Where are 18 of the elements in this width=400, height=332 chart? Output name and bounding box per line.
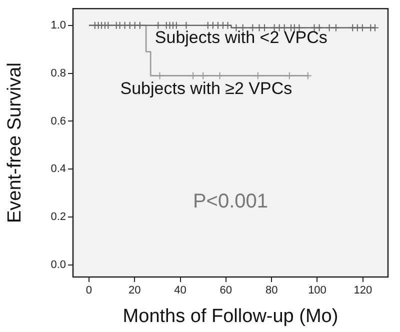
y-tick-label: 1.0	[50, 19, 66, 32]
x-tick-label: 40	[174, 284, 186, 297]
y-tick-label: 0.0	[50, 259, 66, 272]
y-tick-label: 0.4	[50, 163, 66, 176]
x-axis-title: Months of Follow-up (Mo)	[122, 306, 338, 327]
x-tick-label: 20	[128, 284, 141, 297]
annotation: Subjects with <2 VPCs	[154, 28, 328, 47]
x-tick-label: 0	[86, 284, 92, 297]
annotation: Subjects with ≥2 VPCs	[120, 78, 292, 98]
annotation: P<0.001	[192, 190, 268, 212]
x-tick-label: 100	[308, 284, 326, 297]
x-tick-label: 120	[354, 284, 372, 297]
y-tick-label: 0.6	[50, 115, 66, 128]
x-tick-label: 60	[220, 284, 232, 297]
y-tick-label: 0.8	[50, 67, 66, 80]
x-tick-label: 80	[265, 284, 278, 297]
y-tick-label: 0.2	[50, 211, 66, 224]
y-axis-title: Event-free Survival	[4, 62, 26, 224]
